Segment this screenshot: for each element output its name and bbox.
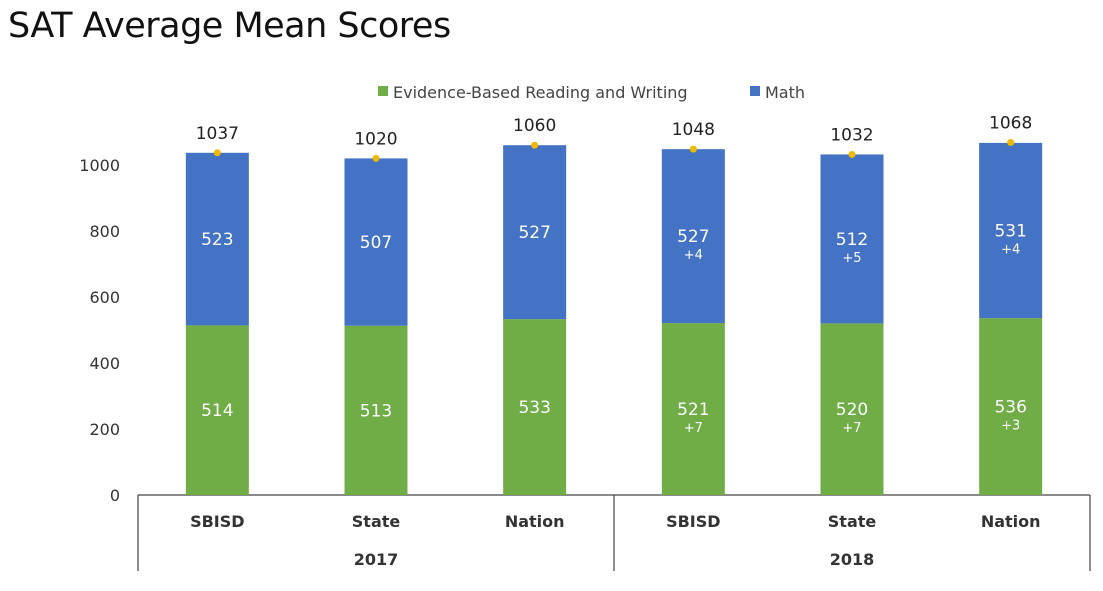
chart-title: SAT Average Mean Scores: [8, 6, 451, 46]
data-label: 513: [360, 401, 392, 421]
bar-segment: [820, 323, 884, 495]
bar-segment: [503, 145, 567, 320]
bar-segment: [344, 325, 408, 495]
category-label: SBISD: [666, 512, 720, 531]
change-label: +7: [842, 421, 861, 436]
data-label: 527: [677, 227, 709, 247]
legend-label: Evidence-Based Reading and Writing: [393, 83, 688, 102]
total-label: 1037: [196, 124, 239, 144]
data-label: 523: [201, 230, 233, 250]
total-label: 1068: [989, 114, 1032, 134]
y-tick-label: 400: [89, 354, 120, 373]
total-marker: [213, 149, 221, 157]
bar-segment: [185, 325, 249, 495]
group-label: 2018: [830, 550, 875, 569]
data-label: 514: [201, 401, 233, 421]
category-label: Nation: [505, 512, 565, 531]
category-label: SBISD: [190, 512, 244, 531]
change-label: +5: [842, 251, 861, 266]
data-label: 512: [836, 230, 868, 250]
total-marker: [372, 154, 380, 162]
change-label: +3: [1001, 419, 1020, 434]
change-label: +7: [684, 421, 703, 436]
change-label: +4: [684, 248, 703, 263]
data-label: 527: [518, 223, 550, 243]
total-label: 1060: [513, 116, 556, 136]
legend-label: Math: [765, 83, 805, 102]
y-tick-label: 600: [89, 288, 120, 307]
total-marker: [531, 141, 539, 149]
bar-segment: [979, 142, 1043, 319]
category-label: State: [352, 512, 401, 531]
total-label: 1032: [830, 125, 873, 145]
bar-segment: [979, 318, 1043, 495]
group-label: 2017: [354, 550, 399, 569]
total-marker: [689, 145, 697, 153]
data-label: 520: [836, 400, 868, 420]
total-label: 1048: [672, 120, 715, 140]
y-tick-label: 200: [89, 420, 120, 439]
bar-segment: [344, 158, 408, 326]
data-label: 531: [994, 222, 1026, 242]
legend-swatch: [378, 86, 388, 96]
legend-swatch: [750, 86, 760, 96]
data-label: 536: [994, 398, 1026, 418]
bar-segment: [185, 152, 249, 326]
y-tick-label: 0: [110, 486, 120, 505]
y-tick-label: 800: [89, 222, 120, 241]
bar-segment: [503, 319, 567, 495]
bar-segment: [661, 323, 725, 495]
total-marker: [1007, 139, 1015, 147]
data-label: 533: [518, 398, 550, 418]
data-label: 507: [360, 233, 392, 253]
y-tick-label: 1000: [79, 156, 120, 175]
change-label: +4: [1001, 243, 1020, 258]
category-label: State: [828, 512, 877, 531]
bar-segment: [820, 154, 884, 324]
total-label: 1020: [354, 129, 397, 149]
data-label: 521: [677, 400, 709, 420]
category-label: Nation: [981, 512, 1041, 531]
bar-segment: [661, 149, 725, 324]
total-marker: [848, 150, 856, 158]
